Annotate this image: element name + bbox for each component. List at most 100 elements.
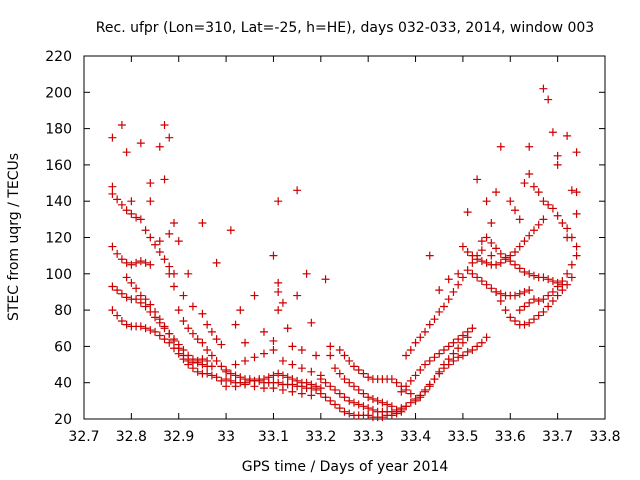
data-point bbox=[326, 396, 335, 405]
data-point bbox=[198, 355, 207, 364]
data-point bbox=[567, 186, 576, 195]
x-tick-label: 33.4 bbox=[400, 429, 431, 445]
data-point bbox=[146, 179, 155, 188]
data-point bbox=[184, 356, 193, 365]
data-point bbox=[193, 356, 202, 365]
data-point bbox=[212, 373, 221, 382]
data-point bbox=[373, 396, 382, 405]
data-point bbox=[117, 120, 126, 129]
data-point bbox=[155, 237, 164, 246]
data-point bbox=[548, 128, 557, 137]
data-point bbox=[151, 240, 160, 249]
data-point bbox=[335, 346, 344, 355]
data-point bbox=[184, 269, 193, 278]
data-point bbox=[425, 320, 434, 329]
data-point bbox=[212, 356, 221, 365]
data-point bbox=[553, 291, 562, 300]
data-point bbox=[511, 291, 520, 300]
x-axis: 32.7 32.8 32.9 33 33.1 33.2 33.3 33.4 33.5 33.6 33… bbox=[68, 56, 621, 445]
data-point bbox=[151, 307, 160, 316]
data-point bbox=[340, 393, 349, 402]
data-point bbox=[250, 353, 259, 362]
data-point bbox=[572, 148, 581, 157]
data-point bbox=[563, 269, 572, 278]
data-point bbox=[141, 258, 150, 267]
data-point bbox=[482, 233, 491, 242]
data-point bbox=[226, 376, 235, 385]
data-point bbox=[113, 311, 122, 320]
data-point bbox=[397, 405, 406, 414]
data-point bbox=[226, 226, 235, 235]
data-point bbox=[326, 382, 335, 391]
data-point bbox=[416, 333, 425, 342]
data-point bbox=[473, 273, 482, 282]
data-point bbox=[278, 356, 287, 365]
data-point bbox=[136, 139, 145, 148]
data-point bbox=[165, 269, 174, 278]
data-point bbox=[165, 133, 174, 142]
data-point bbox=[217, 362, 226, 371]
data-point bbox=[174, 344, 183, 353]
data-point bbox=[283, 373, 292, 382]
data-point bbox=[250, 382, 259, 391]
data-point bbox=[539, 295, 548, 304]
data-point bbox=[198, 309, 207, 318]
data-point bbox=[160, 255, 169, 264]
data-point bbox=[435, 307, 444, 316]
data-point bbox=[515, 242, 524, 251]
data-point bbox=[567, 273, 576, 282]
data-point bbox=[506, 197, 515, 206]
data-point bbox=[487, 251, 496, 260]
data-point bbox=[259, 375, 268, 384]
data-point bbox=[297, 346, 306, 355]
x-tick-label: 32.8 bbox=[116, 429, 147, 445]
data-point bbox=[146, 197, 155, 206]
y-tick-label: 100 bbox=[45, 267, 72, 283]
data-point bbox=[539, 197, 548, 206]
data-point bbox=[188, 358, 197, 367]
data-point bbox=[411, 371, 420, 380]
data-point bbox=[378, 413, 387, 422]
data-point bbox=[553, 160, 562, 169]
data-point bbox=[548, 297, 557, 306]
data-point bbox=[468, 258, 477, 267]
data-point bbox=[146, 260, 155, 269]
data-point bbox=[406, 398, 415, 407]
data-point bbox=[132, 213, 141, 222]
data-point bbox=[520, 287, 529, 296]
data-point bbox=[430, 353, 439, 362]
data-point bbox=[335, 369, 344, 378]
data-point bbox=[430, 315, 439, 324]
data-point bbox=[293, 291, 302, 300]
data-point bbox=[122, 206, 131, 215]
data-point bbox=[511, 248, 520, 257]
data-point bbox=[572, 242, 581, 251]
data-point bbox=[136, 257, 145, 266]
data-point bbox=[160, 322, 169, 331]
data-point bbox=[165, 262, 174, 271]
data-point bbox=[468, 324, 477, 333]
data-point bbox=[345, 378, 354, 387]
data-point bbox=[340, 351, 349, 360]
data-point bbox=[269, 346, 278, 355]
data-point bbox=[184, 324, 193, 333]
data-point bbox=[544, 275, 553, 284]
data-point bbox=[529, 226, 538, 235]
data-point bbox=[421, 360, 430, 369]
data-point bbox=[288, 387, 297, 396]
data-point bbox=[269, 384, 278, 393]
data-point bbox=[241, 338, 250, 347]
data-point bbox=[278, 371, 287, 380]
data-point bbox=[378, 398, 387, 407]
data-point bbox=[108, 282, 117, 291]
data-point bbox=[113, 286, 122, 295]
data-point bbox=[288, 342, 297, 351]
y-tick-label: 40 bbox=[54, 376, 72, 392]
data-point bbox=[141, 302, 150, 311]
data-point bbox=[146, 233, 155, 242]
data-point bbox=[198, 338, 207, 347]
data-point bbox=[416, 393, 425, 402]
data-point bbox=[117, 255, 126, 264]
data-point bbox=[297, 389, 306, 398]
data-point bbox=[259, 384, 268, 393]
